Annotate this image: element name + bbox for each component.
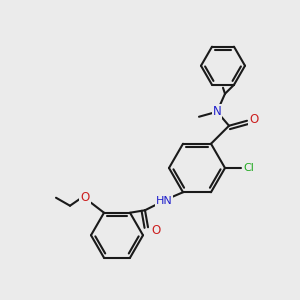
Text: O: O [249,113,259,126]
Text: O: O [152,224,160,237]
Text: O: O [80,191,90,204]
Text: Cl: Cl [244,163,254,173]
Text: HN: HN [156,196,172,206]
Text: N: N [213,105,221,118]
